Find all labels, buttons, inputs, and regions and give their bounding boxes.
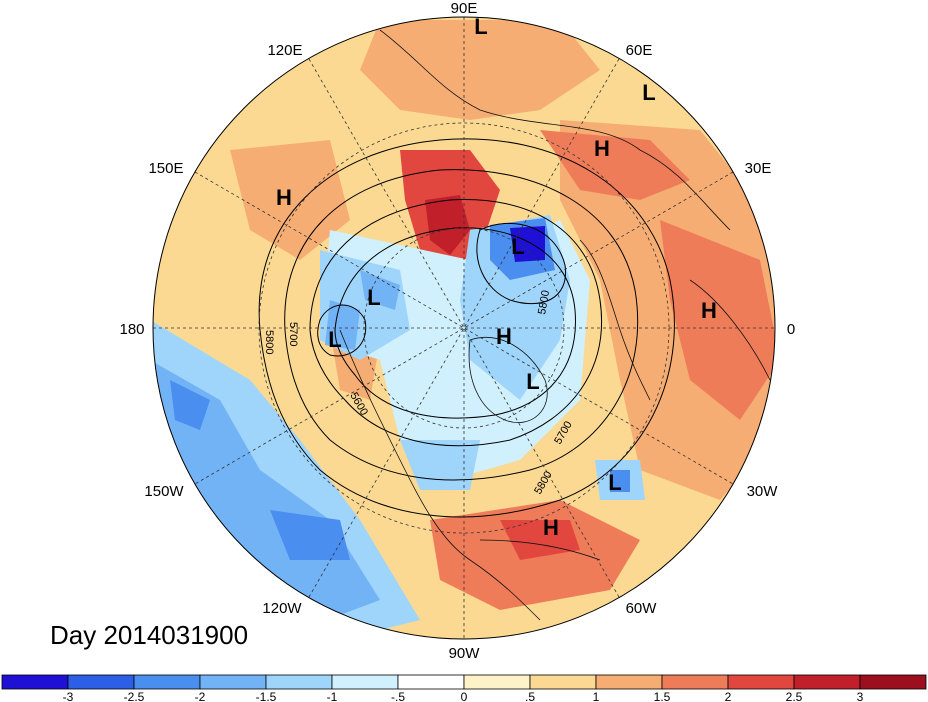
cool-region-atlantic-core xyxy=(610,470,630,492)
coast-eurasia xyxy=(379,29,731,231)
contour-label: 5800 xyxy=(263,330,275,354)
contour-inner-3 xyxy=(317,304,367,357)
colorbar-swatch xyxy=(1,674,69,690)
warm-region-east-core xyxy=(660,220,775,420)
pressure-center-marker: L xyxy=(328,327,341,352)
lon-label-180: 180 xyxy=(119,321,144,338)
cool-region-siberia-core xyxy=(510,226,545,262)
longitude-labels: 90E 90W 180 0 60E 30E 120E 150E 150W 120… xyxy=(119,0,795,662)
colorbar-tick-label: 0 xyxy=(461,690,468,702)
contour-label: 5800 xyxy=(536,289,552,315)
lon-label-60w: 60W xyxy=(626,600,658,617)
lon-label-150e: 150E xyxy=(148,160,183,177)
colorbar-tick-label: -1.5 xyxy=(256,690,277,702)
colorbar-tick-label: 2.5 xyxy=(786,690,803,702)
colorbar-tick-label: -2 xyxy=(195,690,206,702)
colorbar-swatch xyxy=(529,674,597,690)
colorbar-swatch xyxy=(199,674,267,690)
colorbar-swatch xyxy=(595,674,663,690)
cool-region-pacific-dark xyxy=(170,380,350,560)
coast-caribbean xyxy=(479,539,601,561)
warm-region-pacific xyxy=(230,140,350,260)
colorbar: -3 -2.5 -2 -1.5 -1 -.5 0 .5 1 1.5 2 2.5 3 xyxy=(1,674,927,702)
pressure-center-marker: L xyxy=(474,14,487,39)
map-disc xyxy=(153,17,775,639)
warm-region-asia-dark xyxy=(425,195,470,255)
meridian-150e-30w xyxy=(194,171,734,485)
contour-inner-2 xyxy=(476,222,566,305)
colorbar-tick-label: 1.5 xyxy=(654,690,671,702)
lon-label-150w: 150W xyxy=(144,483,184,500)
colorbar-swatch xyxy=(727,674,795,690)
contour-label: 5700 xyxy=(287,322,299,346)
lon-label-30e: 30E xyxy=(745,160,772,177)
colorbar-tick-label: 1 xyxy=(593,690,600,702)
coast-north-america xyxy=(339,329,541,621)
warm-region-caribbean-core xyxy=(500,520,580,560)
lon-label-90w: 90W xyxy=(449,645,481,662)
cool-region-canada-core xyxy=(325,270,400,350)
coastlines xyxy=(339,29,771,621)
pressure-center-marker: H xyxy=(543,515,559,540)
contour-5700 xyxy=(284,169,639,481)
colorbar-swatch xyxy=(331,674,399,690)
meridian-60e-120w xyxy=(308,58,620,598)
colorbar-tick-label: -2.5 xyxy=(124,690,145,702)
pressure-center-marker: H xyxy=(594,136,610,161)
map-title: Day 2014031900 xyxy=(50,620,249,650)
meridian-120e-60w xyxy=(308,58,620,598)
coast-europe xyxy=(579,239,651,401)
pressure-center-marker: L xyxy=(511,234,524,259)
lon-label-120e: 120E xyxy=(267,42,302,59)
graticule xyxy=(153,17,775,639)
lon-label-90e: 90E xyxy=(451,0,478,17)
colorbar-tick-label: 2 xyxy=(725,690,732,702)
colorbar-swatch xyxy=(859,674,927,690)
pressure-centers: L L H H L L L H L H L H xyxy=(276,14,717,540)
coast-africa xyxy=(689,279,771,381)
colorbar-tick-label: 3 xyxy=(857,690,864,702)
pressure-center-marker: H xyxy=(276,185,292,210)
contour-5600 xyxy=(309,199,602,447)
warm-region-europe xyxy=(540,130,690,200)
contour-5800 xyxy=(258,138,675,518)
lon-label-120w: 120W xyxy=(262,600,302,617)
coast-greenland xyxy=(468,337,548,423)
colorbar-swatch xyxy=(133,674,201,690)
colorbar-swatch xyxy=(661,674,729,690)
meridian-30e-150w xyxy=(194,171,734,485)
colorbar-swatch xyxy=(397,674,465,690)
lon-label-60e: 60E xyxy=(626,42,653,59)
colorbar-swatch xyxy=(793,674,861,690)
pressure-center-marker: H xyxy=(701,298,717,323)
colorbar-tick-label: -1 xyxy=(327,690,338,702)
pressure-center-marker: L xyxy=(526,369,539,394)
pressure-center-marker: L xyxy=(367,285,380,310)
pressure-center-marker: L xyxy=(642,80,655,105)
lon-label-0: 0 xyxy=(787,321,795,338)
colorbar-tick-label: -.5 xyxy=(391,690,405,702)
colorbar-swatch xyxy=(67,674,135,690)
pressure-center-marker: H xyxy=(496,324,512,349)
colorbar-tick-label: -3 xyxy=(63,690,74,702)
colorbar-swatch xyxy=(463,674,531,690)
lon-label-30w: 30W xyxy=(747,483,779,500)
pressure-center-marker: L xyxy=(608,470,621,495)
warm-region-siberia xyxy=(360,20,600,120)
colorbar-swatch xyxy=(265,674,333,690)
colorbar-tick-label: .5 xyxy=(525,690,535,702)
map-boundary xyxy=(152,16,776,640)
